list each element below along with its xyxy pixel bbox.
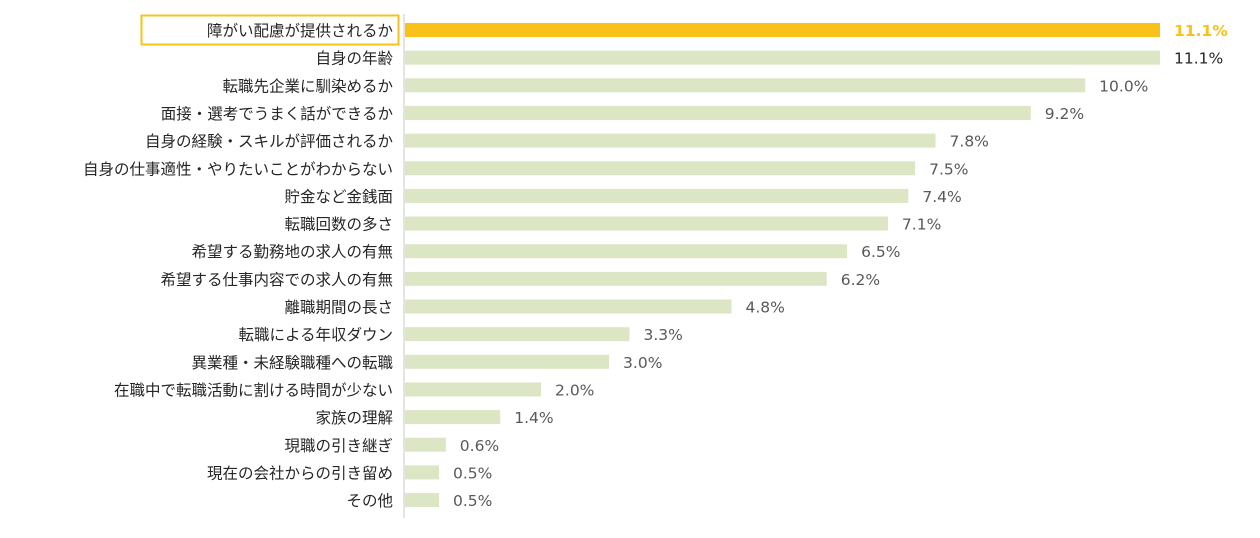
category-label: 自身の仕事適性・やりたいことがわからない	[83, 160, 393, 178]
bar	[405, 437, 446, 452]
bar	[405, 354, 610, 369]
value-label: 7.4%	[922, 188, 961, 206]
bar	[405, 299, 732, 314]
category-label: 離職期間の長さ	[284, 299, 393, 317]
value-label: 6.2%	[841, 271, 880, 289]
category-label: 転職先企業に馴染めるか	[222, 77, 393, 95]
value-label: 10.0%	[1099, 77, 1148, 95]
category-label: 現在の会社からの引き留め	[207, 464, 393, 482]
bar	[405, 327, 630, 342]
bar	[405, 382, 542, 397]
category-label: 在職中で転職活動に割ける時間が少ない	[114, 381, 393, 399]
value-label: 0.5%	[453, 492, 492, 510]
value-label: 3.0%	[623, 354, 662, 372]
value-label: 11.1%	[1174, 50, 1223, 68]
bar-highlighted	[405, 23, 1160, 37]
value-label: 11.1%	[1174, 22, 1228, 40]
bar	[405, 493, 440, 508]
bar	[405, 78, 1086, 93]
value-label: 0.5%	[453, 464, 492, 482]
highlight-label-frame	[140, 14, 400, 46]
bar-group: 障がい配慮が提供されるか 11.1% 自身の年齢 11.1% 転職先企業に馴染めるか 10…	[83, 14, 1228, 510]
bar	[405, 133, 936, 148]
category-label: 面接・選考でうまく話ができるか	[161, 105, 393, 123]
category-label: 貯金など金銭面	[284, 188, 393, 206]
bar	[405, 410, 501, 425]
category-label: 転職による年収ダウン	[238, 326, 393, 344]
category-label: 異業種・未経験職種への転職	[191, 354, 393, 372]
category-label: 障がい配慮が提供されるか	[207, 22, 393, 40]
value-label: 6.5%	[861, 243, 900, 261]
category-label: 現職の引き継ぎ	[284, 437, 393, 455]
bar	[405, 161, 916, 176]
category-label: 転職回数の多さ	[284, 216, 393, 234]
bar	[405, 244, 848, 259]
value-label: 2.0%	[555, 381, 594, 399]
category-label: 自身の経験・スキルが評価されるか	[145, 133, 393, 151]
bar	[405, 465, 440, 480]
value-label: 7.8%	[950, 133, 989, 151]
category-label: 希望する仕事内容での求人の有無	[160, 271, 393, 289]
value-label: 7.1%	[902, 216, 941, 234]
category-label: その他	[346, 492, 393, 510]
value-label: 1.4%	[514, 409, 553, 427]
bar	[405, 105, 1031, 120]
bar	[405, 50, 1160, 65]
bar	[405, 271, 827, 286]
category-label: 家族の理解	[315, 409, 393, 427]
value-label: 4.8%	[745, 299, 784, 317]
bar	[405, 188, 909, 203]
value-label: 0.6%	[460, 437, 499, 455]
bar	[405, 216, 888, 231]
value-label: 3.3%	[643, 326, 682, 344]
value-label: 9.2%	[1045, 105, 1084, 123]
value-label: 7.5%	[929, 160, 968, 178]
category-label: 希望する勤務地の求人の有無	[191, 243, 393, 261]
category-label: 自身の年齢	[315, 50, 393, 68]
